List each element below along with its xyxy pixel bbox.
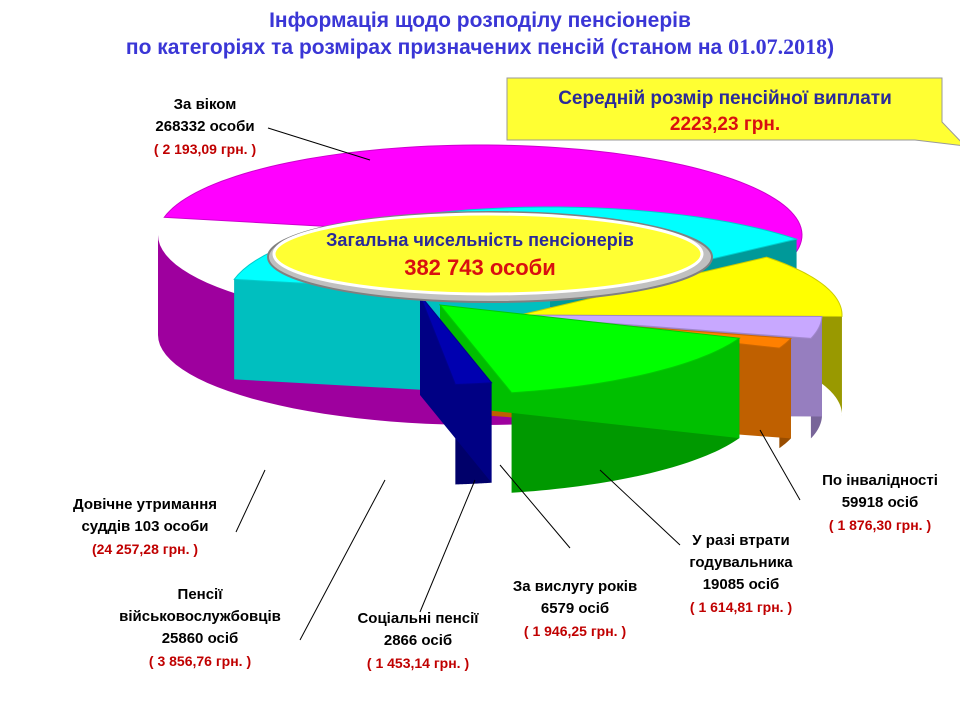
label-seniority: За вислугу років 6579 осіб ( 1 946,25 гр…: [512, 578, 638, 639]
total-pensioners-label: Загальна чисельність пенсіонерів: [326, 230, 634, 250]
label-age: За віком 268332 особи ( 2 193,09 грн. ): [153, 96, 257, 157]
slice-judges-face: [420, 295, 492, 483]
slice-military-top: [438, 304, 741, 394]
label-survivor: У разі втрати годувальника 19085 осіб ( …: [689, 532, 793, 615]
leader-military: [299, 479, 386, 641]
chart-title-date: 01.07.2018: [728, 34, 828, 59]
chart-title-close: ): [827, 36, 835, 59]
average-pension-label: Середній розмір пенсійної виплати: [558, 88, 892, 109]
leader-judges: [235, 469, 266, 533]
label-social: Соціальні пенсії 2866 осіб ( 1 453,14 гр…: [357, 610, 479, 671]
total-pensioners-callout: Загальна чисельність пенсіонерів 382 743…: [280, 227, 680, 283]
label-military: Пенсії військовослужбовців 25860 осіб ( …: [119, 586, 281, 669]
label-disability: По інвалідності 59918 осіб ( 1 876,30 гр…: [822, 472, 938, 533]
chart-title-line1: Інформація щодо розподілу пенсіонерів: [269, 9, 691, 32]
slice-judges-top: [419, 294, 493, 385]
chart-title-line2: по категоріях та розмірах призначених пе…: [0, 34, 960, 61]
total-pensioners-value: 382 743 особи: [404, 255, 556, 280]
leader-seniority: [499, 464, 571, 549]
average-pension-callout: Середній розмір пенсійної виплати 2223,2…: [512, 86, 938, 138]
leader-age: [267, 127, 371, 161]
average-pension-box: [506, 77, 960, 146]
total-callout-ellipse: [272, 212, 704, 296]
chart-title-text: по категоріях та розмірах призначених пе…: [125, 36, 729, 59]
leader-survivor: [599, 469, 681, 546]
average-pension-value: 2223,23 грн.: [669, 114, 781, 135]
leader-social: [419, 479, 476, 613]
slice-survivor-top: [519, 256, 843, 318]
leader-disability: [759, 429, 801, 501]
label-judges: Довічне утримання суддів 103 особи (24 2…: [72, 496, 218, 557]
